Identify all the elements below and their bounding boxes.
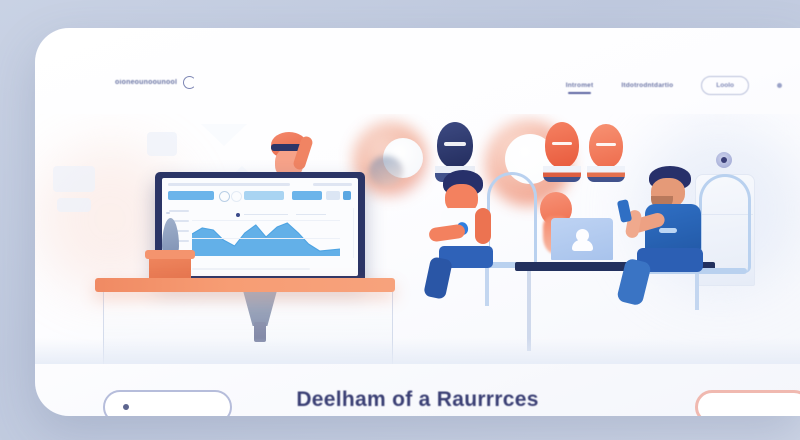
kpi-ring-icon	[219, 191, 230, 202]
nav-item-intromet[interactable]: Intromet	[565, 82, 594, 89]
monitor-screen[interactable]	[162, 178, 358, 276]
blob-sphere-soft-shadow	[369, 156, 403, 186]
person-left-jeans	[439, 246, 493, 268]
chart-marker-line-2	[296, 214, 326, 216]
desk-leg-right	[527, 271, 531, 351]
person-left-arm-back	[475, 208, 491, 244]
blob-stamp-coral-1	[543, 122, 581, 184]
wall-triangle-1	[201, 124, 247, 146]
dashboard-area-chart	[191, 213, 341, 256]
dashboard-sidebar-row	[169, 240, 189, 242]
person-right-leg	[616, 257, 652, 307]
kpi-ring-icon-2	[231, 191, 242, 202]
kpi-card-2	[244, 191, 284, 200]
blob-stamp-coral-1-base	[543, 166, 581, 182]
blob-stamp-coral-2-base	[587, 166, 625, 182]
dashboard-footer-bar	[192, 268, 310, 270]
chair-left-post	[485, 268, 489, 306]
blob-stamp-navy-slot	[444, 142, 466, 146]
dashboard-sidebar-row	[169, 230, 189, 232]
top-navigation: Intromet Itdotrodntdartio Loolo	[566, 76, 782, 95]
dashboard-sidebar-row	[169, 220, 189, 222]
kpi-card-5	[343, 191, 351, 200]
dashboard-sidebar-row	[169, 210, 189, 212]
chart-marker-line	[244, 214, 288, 216]
brand-logo[interactable]: oioneounoounool	[115, 76, 197, 89]
chart-peak-marker	[236, 213, 240, 217]
person-seated-right	[615, 166, 735, 307]
user-avatar-body-icon	[572, 240, 593, 251]
desk-surface-left	[95, 278, 395, 292]
footer-left-pill[interactable]	[103, 390, 232, 416]
dashboard-title-bar	[168, 183, 290, 186]
brand-logo-text: oioneounoounool	[115, 79, 178, 86]
camera-lens-icon	[716, 152, 732, 168]
plant-leaf	[162, 218, 179, 258]
user-avatar-icon	[576, 229, 589, 242]
person-left-leg	[423, 256, 453, 300]
circular-loading-icon	[183, 76, 197, 89]
page-title: Deelham of a Raurrrces	[296, 388, 539, 411]
chart-axis-tick	[166, 212, 170, 214]
nav-item-itdotrodntdartio[interactable]: Itdotrodntdartio	[621, 82, 674, 89]
smartphone[interactable]	[616, 199, 633, 223]
chair-right-post	[695, 274, 699, 310]
blob-stamp-coral-2-slot	[596, 143, 616, 147]
desk-surface-right	[515, 262, 715, 271]
cta-button[interactable]: Loolo	[701, 76, 749, 95]
desktop-monitor[interactable]	[155, 172, 365, 342]
blob-stamp-coral-2	[587, 124, 625, 184]
hero-card: oioneounoounool Intromet Itdotrodntdarti…	[35, 28, 800, 416]
wall-panel-1	[53, 166, 95, 192]
person-seated-left	[423, 170, 533, 300]
plant-pot-rim	[145, 250, 195, 259]
dashboard-title-bar-secondary	[312, 183, 352, 186]
chart-gridline	[192, 220, 340, 221]
wall-panel-3	[147, 132, 177, 156]
floor-shadow	[35, 338, 800, 364]
kpi-card-4	[326, 191, 340, 200]
kpi-card-3	[292, 191, 322, 200]
person-standing-headband	[271, 144, 307, 151]
chart-gridline	[192, 238, 340, 239]
blob-stamp-coral-1-slot	[552, 142, 572, 146]
illustration-scene	[35, 114, 800, 364]
user-dot-icon[interactable]	[777, 83, 782, 88]
kpi-card-1	[168, 191, 214, 200]
status-dot-icon	[123, 404, 129, 410]
chart-area-series	[191, 222, 341, 256]
footer-right-pill[interactable]	[695, 390, 800, 416]
wall-panel-2	[57, 198, 91, 212]
dashboard-right-rail	[352, 208, 354, 258]
person-right-sleeve-cuff	[659, 228, 677, 233]
